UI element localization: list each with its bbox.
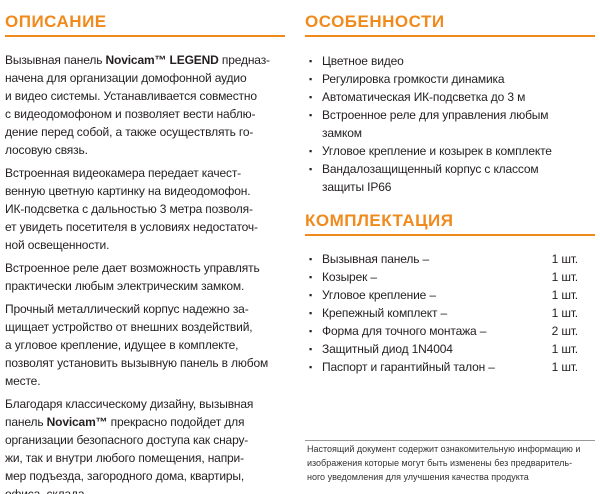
text-line: а угловое крепление, идущее в комплекте, — [5, 338, 239, 352]
text-line: офиса, склада. — [5, 487, 88, 494]
text-line: практически любым электрическим замком. — [5, 279, 245, 293]
text-line: Цветное видео — [322, 54, 404, 68]
item-qty: 1 шт. — [551, 252, 579, 266]
bullet: ▪ — [309, 164, 313, 174]
text-line: Благодаря классическому дизайну, вызывна… — [5, 397, 254, 411]
text-line: Встроенное реле для управления любым — [322, 108, 549, 122]
text-line: с видеодомофоном и позволяет вести наблю… — [5, 107, 256, 121]
text-line: ет увидеть посетителя в условиях недоста… — [5, 220, 258, 234]
text-line: Угловое крепление и козырек в комплекте — [322, 144, 552, 158]
text-line: дение перед собой, а также осуществлять … — [5, 125, 254, 139]
note-line: ного уведомления для улучшения качества … — [307, 472, 529, 482]
heading-rule — [305, 35, 595, 37]
bullet: ▪ — [309, 92, 313, 102]
bullet: ▪ — [309, 56, 313, 66]
item-qty: 1 шт. — [551, 270, 579, 284]
text-run: предназ- — [218, 53, 270, 67]
text-line: Вызывная панель Novicam™ LEGEND предназ- — [5, 51, 270, 69]
text-line: Встроенное реле дает возможность управля… — [5, 261, 260, 275]
bullet: ▪ — [309, 308, 313, 318]
bullet: ▪ — [309, 326, 313, 336]
text-line: венную цветную картинку на видеодомофон. — [5, 184, 251, 198]
item-name: Вызывная панель – — [322, 252, 430, 266]
item-qty: 1 шт. — [551, 288, 579, 302]
bold-run: Novicam™ — [46, 415, 108, 429]
text-line: позволят установить вызывную панель в лю… — [5, 356, 269, 370]
text-line: организации безопасного доступа как снар… — [5, 433, 249, 447]
item-name: Угловое крепление – — [322, 288, 436, 302]
item-name: Крепежный комплект – — [322, 306, 448, 320]
text-line: панель Novicam™ прекрасно подойдет для — [5, 413, 244, 431]
text-line: замком — [322, 126, 362, 140]
bullet: ▪ — [309, 146, 313, 156]
item-qty: 1 шт. — [551, 342, 579, 356]
section-title: КОМПЛЕКТАЦИЯ — [305, 211, 454, 230]
text-line: Встроенная видеокамера передает качест- — [5, 166, 242, 180]
text-line: лосовую связь. — [5, 143, 88, 157]
item-name: Паспорт и гарантийный талон – — [322, 360, 495, 374]
text-line: ной освещенности. — [5, 238, 110, 252]
text-line: Вандалозащищенный корпус с классом — [322, 162, 539, 176]
text-line: Регулировка громкости динамика — [322, 72, 505, 86]
text-run: прекрасно подойдет для — [107, 415, 245, 429]
bullet: ▪ — [309, 110, 313, 120]
item-qty: 2 шт. — [551, 324, 579, 338]
bullet: ▪ — [309, 344, 313, 354]
text-line: месте. — [5, 374, 41, 388]
heading-rule — [305, 234, 595, 236]
text-line: жи, так и внутри любого помещения, напри… — [5, 451, 244, 465]
bullet: ▪ — [309, 272, 313, 282]
text-line: ИК-подсветка с дальностью 3 метра позвол… — [5, 202, 253, 216]
heading-rule — [5, 35, 285, 37]
section-title: ОПИСАНИЕ — [5, 12, 107, 31]
bullet: ▪ — [309, 290, 313, 300]
item-qty: 1 шт. — [551, 360, 579, 374]
text-line: защиты IP66 — [322, 180, 392, 194]
text-run: панель — [5, 415, 47, 429]
bullet: ▪ — [309, 74, 313, 84]
item-name: Козырек – — [322, 270, 377, 284]
text-run: Вызывная панель — [5, 53, 106, 67]
item-name: Защитный диод 1N4004 — [322, 342, 453, 356]
note-rule — [305, 440, 595, 441]
text-line: и видео системы. Устанавливается совмест… — [5, 89, 257, 103]
section-title: ОСОБЕННОСТИ — [305, 12, 445, 31]
bullet: ▪ — [309, 362, 313, 372]
text-line: мер подъезда, загородного дома, квартиры… — [5, 469, 245, 483]
text-line: Автоматическая ИК-подсветка до 3 м — [322, 90, 526, 104]
text-line: Прочный металлический корпус надежно за- — [5, 302, 249, 316]
note-line: изображения которые могут быть изменены … — [307, 458, 573, 468]
note-line: Настоящий документ содержит ознакомитель… — [307, 444, 581, 454]
text-line: щищает устройство от внешних воздействий… — [5, 320, 253, 334]
item-qty: 1 шт. — [551, 306, 579, 320]
item-name: Форма для точного монтажа – — [322, 324, 487, 338]
bold-run: Novicam™ LEGEND — [105, 53, 219, 67]
bullet: ▪ — [309, 254, 313, 264]
text-line: начена для организации домофонной аудио — [5, 71, 247, 85]
